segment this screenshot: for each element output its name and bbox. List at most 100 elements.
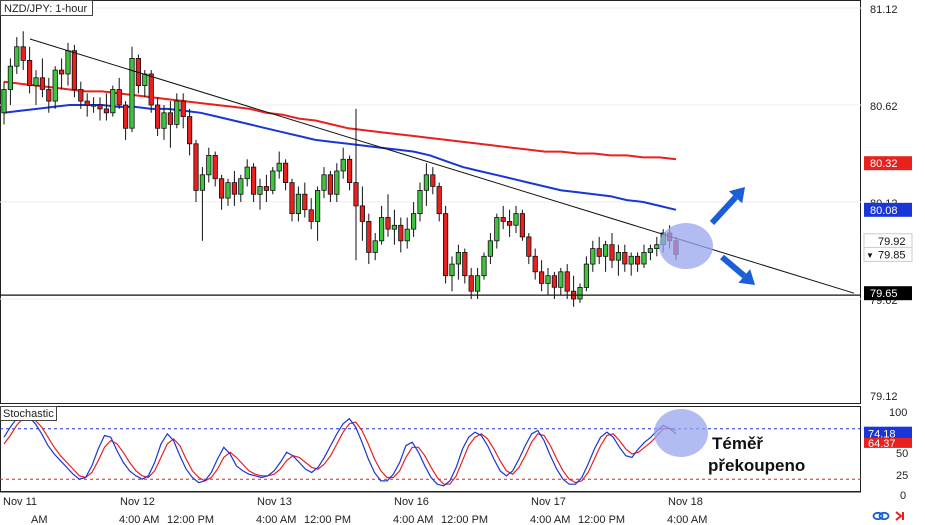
candle-down bbox=[506, 220, 513, 226]
candle-up bbox=[647, 248, 654, 253]
candle-down bbox=[186, 116, 193, 145]
stoch-tag-d-label: 64.37 bbox=[868, 438, 896, 450]
candle-up bbox=[129, 58, 135, 129]
candle-down bbox=[218, 178, 225, 199]
stoch-tag-k-label: 74.18 bbox=[868, 429, 896, 441]
candle-up bbox=[455, 251, 462, 265]
candle-down bbox=[596, 248, 602, 257]
candle-down bbox=[20, 46, 26, 61]
candle-up bbox=[206, 154, 212, 176]
candle-down bbox=[500, 217, 506, 222]
price-tag-sma-red: 80.32 bbox=[864, 156, 912, 171]
candle-down bbox=[526, 236, 532, 257]
candle-up bbox=[244, 166, 250, 180]
price-tick-1: 80.62 bbox=[870, 101, 898, 113]
candle-up bbox=[628, 255, 634, 265]
candle-up bbox=[545, 275, 551, 284]
candle-up bbox=[334, 170, 340, 195]
stoch-tick-50: 50 bbox=[896, 448, 908, 460]
price-tag-last: 79.85 bbox=[863, 246, 913, 262]
stochastic-k-line bbox=[3, 414, 677, 487]
stochastic-label-box bbox=[0, 406, 57, 421]
candle-up bbox=[91, 104, 97, 107]
candle-down bbox=[366, 220, 372, 253]
stoch-tick-25: 25 bbox=[896, 470, 908, 482]
price-tag-support-label: 79.65 bbox=[870, 288, 898, 300]
candle-down bbox=[532, 255, 538, 273]
candle-up bbox=[494, 217, 500, 242]
candle-up bbox=[410, 213, 417, 230]
price-tag-sma-blue-label: 80.08 bbox=[870, 205, 898, 217]
candle-down bbox=[539, 271, 545, 284]
time-label-6: 12:00 PM bbox=[441, 514, 488, 525]
candle-up bbox=[14, 46, 20, 67]
candle-down bbox=[308, 209, 314, 222]
candle-down bbox=[635, 255, 641, 265]
date-label-2: Nov 13 bbox=[257, 496, 292, 508]
date-label-5: Nov 18 bbox=[668, 496, 703, 508]
candle-up bbox=[321, 174, 327, 191]
candle-down bbox=[84, 100, 90, 106]
candle-up bbox=[270, 170, 276, 191]
candle-down bbox=[609, 244, 615, 261]
time-label-7: 4:00 AM bbox=[530, 514, 570, 525]
candle-down bbox=[193, 143, 199, 191]
stochastic-d-line bbox=[3, 416, 677, 485]
goto-realtime-icon[interactable] bbox=[895, 511, 904, 521]
candle-down bbox=[302, 193, 308, 211]
date-label-3: Nov 16 bbox=[394, 496, 429, 508]
candle-up bbox=[225, 182, 231, 199]
candle-down bbox=[289, 182, 295, 215]
highlight-circle-stochastic bbox=[654, 409, 708, 457]
candle-up bbox=[583, 263, 590, 288]
candle-down bbox=[442, 213, 449, 277]
chart-title: NZD/JPY: 1-hour bbox=[4, 3, 87, 15]
time-label-8: 12:00 PM bbox=[578, 514, 625, 525]
trend-line bbox=[29, 38, 855, 294]
candle-up bbox=[33, 77, 39, 87]
candle-up bbox=[615, 251, 622, 261]
candle-up bbox=[481, 255, 487, 277]
candle-up bbox=[513, 213, 519, 226]
link-icon[interactable] bbox=[872, 511, 890, 521]
candle-up bbox=[238, 178, 244, 195]
candle-up bbox=[199, 174, 205, 191]
arrow-head bbox=[728, 187, 745, 204]
candle-down bbox=[263, 186, 270, 191]
candle-up bbox=[340, 158, 346, 172]
candle-down bbox=[123, 104, 129, 129]
price-tick-4: 79.12 bbox=[870, 391, 898, 403]
time-label-9: 4:00 AM bbox=[667, 514, 707, 525]
moving-averages bbox=[3, 80, 677, 211]
candle-up bbox=[603, 244, 609, 257]
price-tag-sma-blue: 80.08 bbox=[864, 202, 912, 217]
time-label-5: 4:00 AM bbox=[393, 514, 433, 525]
candle-up bbox=[590, 248, 596, 265]
candle-down bbox=[231, 182, 237, 195]
candle-down bbox=[71, 50, 77, 90]
candle-down bbox=[148, 73, 154, 106]
candle-up bbox=[1, 89, 7, 114]
candle-down bbox=[26, 60, 33, 87]
candle-up bbox=[449, 263, 455, 277]
candle-down bbox=[46, 89, 52, 102]
grid bbox=[0, 7, 861, 300]
stochastic-lines bbox=[0, 414, 861, 487]
date-label-4: Nov 17 bbox=[531, 496, 566, 508]
annotation-line-2: překoupeno bbox=[708, 456, 805, 475]
candle-down bbox=[622, 251, 628, 265]
candle-up bbox=[474, 275, 481, 292]
candle-down bbox=[346, 158, 353, 184]
candle-down bbox=[78, 89, 84, 102]
candle-down bbox=[551, 275, 558, 288]
last-price-marker-icon: ▼ bbox=[866, 251, 874, 260]
candle-down bbox=[398, 224, 404, 242]
annotation-overlay bbox=[654, 187, 755, 457]
candle-up bbox=[654, 244, 660, 249]
candle-down bbox=[564, 271, 570, 292]
date-label-0: Nov 11 bbox=[3, 496, 37, 508]
candle-up bbox=[314, 189, 321, 222]
sma-red-line bbox=[3, 80, 677, 161]
price-tag-sma-red-label: 80.32 bbox=[870, 158, 898, 170]
